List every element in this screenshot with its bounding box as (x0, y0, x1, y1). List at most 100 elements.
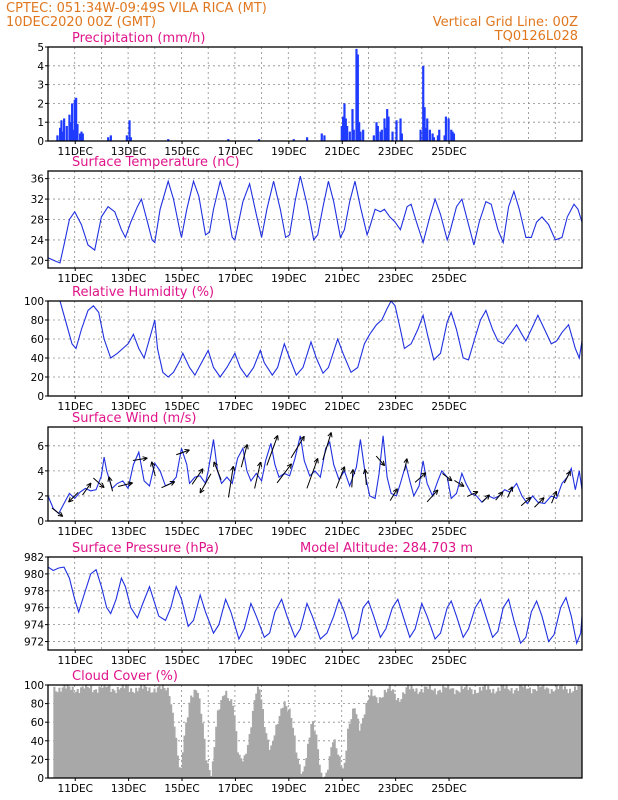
cloud-bar (358, 730, 361, 778)
cloud-bar (553, 691, 557, 778)
precip-bar (60, 120, 63, 141)
cloud-bar (150, 692, 153, 778)
x-tick-label: 21DEC (325, 273, 360, 285)
cloud-bar (145, 686, 148, 778)
cloud-bar (100, 687, 103, 778)
y-tick-label: 982 (24, 552, 44, 564)
precip-bar (340, 125, 343, 141)
series-line (48, 175, 582, 264)
wind-arrow (228, 465, 236, 498)
x-tick-label: 19DEC (271, 401, 306, 413)
cloud-bar (306, 743, 310, 778)
cloud-bar (210, 776, 213, 778)
wind-arrow (240, 444, 249, 468)
cloud-bar (440, 692, 443, 778)
x-tick-label: 17DEC (218, 655, 253, 667)
cloud-bar (253, 700, 256, 778)
precip-bar (109, 135, 112, 141)
x-tick-label: 15DEC (164, 273, 199, 285)
cloud-bar (308, 737, 311, 778)
cloud-bar (367, 700, 370, 778)
cloud-bar (251, 710, 254, 778)
cloud-bar (120, 687, 123, 778)
cloud-bar (447, 685, 450, 778)
x-tick-label: 17DEC (218, 401, 253, 413)
cloud-bar (188, 702, 191, 778)
cloud-bar (558, 686, 562, 778)
cloud-bar (301, 771, 305, 778)
cloud-bar (81, 686, 84, 778)
precip-bar (400, 133, 403, 141)
cloud-bar (240, 758, 243, 778)
cloud-bar (158, 685, 161, 778)
cloud-bar (128, 692, 131, 778)
precip-bar (424, 127, 428, 141)
x-tick-label: 23DEC (378, 401, 413, 413)
cloud-bar (430, 689, 433, 778)
precip-bar (292, 139, 295, 141)
cloud-bar (403, 694, 406, 778)
cloud-bar (400, 699, 403, 778)
cloud-bar (518, 685, 521, 778)
cloud-bar (265, 733, 268, 778)
cloud-bar (327, 769, 330, 778)
plot-frame (47, 426, 583, 522)
cloud-bar (183, 735, 186, 778)
series-line (48, 566, 582, 646)
series-pressure (48, 566, 582, 646)
cloud-bar (86, 686, 89, 778)
plot-frame (47, 170, 583, 269)
x-tick-label: 11DEC (58, 401, 93, 413)
precip-bar (107, 137, 110, 141)
cloud-bar (241, 761, 244, 778)
cloud-bar (387, 688, 390, 778)
precip-bar (343, 103, 346, 141)
cloud-bar (175, 737, 178, 778)
cloud-bar (485, 689, 488, 778)
cloud-bar (517, 690, 520, 778)
wind-arrow (466, 490, 479, 497)
precip-bar (72, 129, 75, 141)
precip-bar (257, 139, 261, 141)
cloud-bar (305, 758, 308, 778)
panel-title: Precipitation (mm/h) (72, 31, 205, 46)
cloud-bar (195, 690, 198, 778)
cloud-bar (512, 693, 515, 778)
y-tick-label: 80 (31, 315, 44, 327)
precip-bar (65, 125, 68, 141)
precip-bar (438, 129, 441, 141)
cloud-bar (353, 708, 356, 778)
cloud-bar (71, 686, 74, 778)
cloud-bar (201, 723, 204, 778)
wind-arrow (520, 496, 532, 507)
x-tick-label: 21DEC (325, 526, 360, 538)
precip-bar (59, 127, 62, 141)
cloud-bar (565, 689, 568, 778)
cloud-bar (298, 764, 301, 778)
precip-bar (431, 133, 434, 141)
precip-bar (395, 120, 398, 141)
precip-bar (323, 135, 326, 141)
cloud-bar (153, 688, 156, 778)
precip-bar (386, 109, 389, 141)
precip-bar (358, 122, 361, 141)
cloud-bar (136, 691, 139, 778)
cloud-bar (578, 685, 582, 778)
cloud-bar (382, 697, 385, 778)
cloud-bar (113, 690, 116, 778)
cloud-bar (397, 698, 400, 778)
cloud-bar (438, 689, 441, 778)
precip-bar (391, 131, 394, 141)
cloud-bar (525, 688, 528, 778)
y-tick-label: 24 (31, 235, 45, 247)
cloud-bar (93, 690, 96, 778)
y-tick-label: 0 (37, 391, 44, 403)
cloud-bar (313, 731, 316, 778)
cloud-bar (572, 691, 575, 778)
wind-arrow (92, 477, 105, 489)
cloud-bar (108, 685, 111, 778)
cloud-bar (537, 685, 540, 778)
cloud-bar (347, 728, 350, 778)
x-tick-label: 23DEC (378, 655, 413, 667)
x-tick-label: 15DEC (164, 655, 199, 667)
